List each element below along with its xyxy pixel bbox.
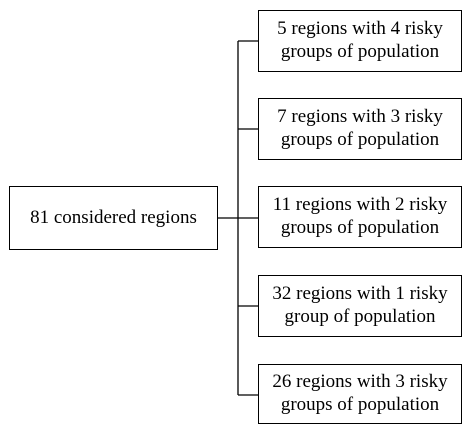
- child-node-box-4: 26 regions with 3 risky groups of popula…: [258, 364, 462, 424]
- child-node-label-1: 7 regions with 3 risky groups of populat…: [277, 106, 443, 150]
- root-node-label: 81 considered regions: [30, 206, 197, 228]
- child-node-box-1: 7 regions with 3 risky groups of populat…: [258, 98, 462, 160]
- child-node-label-4: 26 regions with 3 risky groups of popula…: [272, 371, 448, 415]
- child-node-box-3: 32 regions with 1 risky group of populat…: [258, 275, 462, 337]
- child-node-box-2: 11 regions with 2 risky groups of popula…: [258, 186, 462, 248]
- root-node-box: 81 considered regions: [9, 186, 218, 250]
- child-node-box-0: 5 regions with 4 risky groups of populat…: [258, 10, 462, 72]
- child-node-label-0: 5 regions with 4 risky groups of populat…: [277, 18, 443, 62]
- child-node-label-2: 11 regions with 2 risky groups of popula…: [272, 194, 448, 238]
- child-node-label-3: 32 regions with 1 risky group of populat…: [272, 283, 448, 327]
